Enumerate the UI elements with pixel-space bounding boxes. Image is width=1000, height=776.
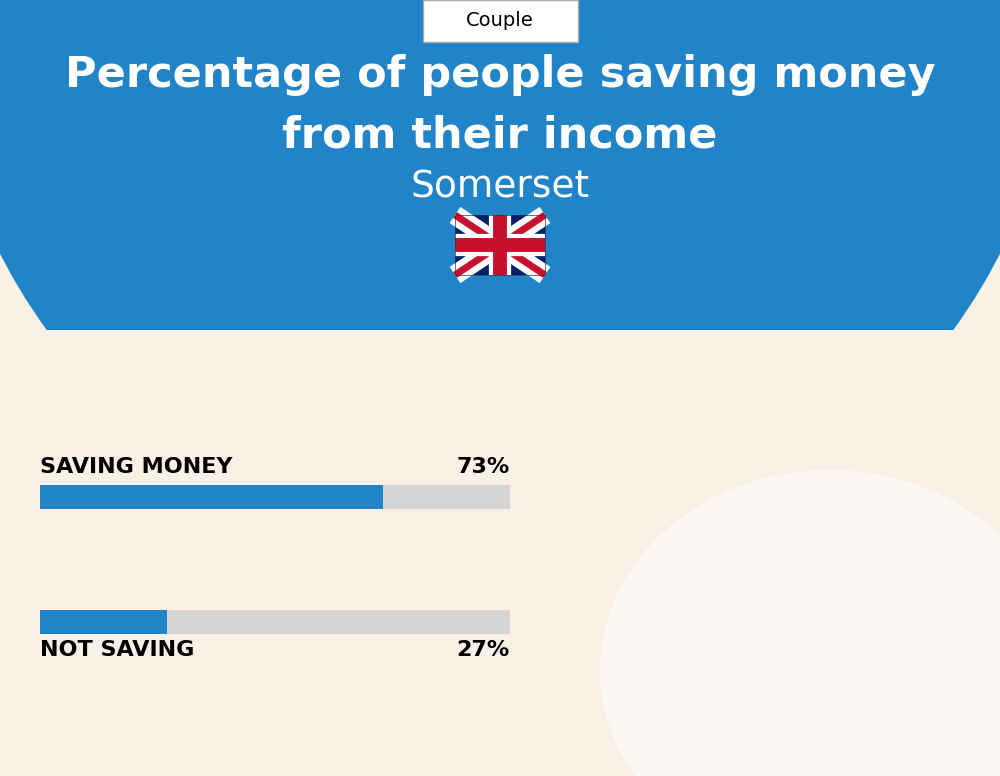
Text: 27%: 27% xyxy=(457,640,510,660)
Bar xyxy=(455,215,545,275)
FancyBboxPatch shape xyxy=(422,0,578,42)
Text: SAVING MONEY: SAVING MONEY xyxy=(40,457,232,477)
Text: from their income: from their income xyxy=(282,114,718,156)
Bar xyxy=(40,485,510,509)
Text: Couple: Couple xyxy=(466,12,534,30)
Text: Percentage of people saving money: Percentage of people saving money xyxy=(65,54,935,96)
Text: Somerset: Somerset xyxy=(410,169,590,205)
Bar xyxy=(0,330,1000,776)
Text: 73%: 73% xyxy=(457,457,510,477)
Circle shape xyxy=(0,0,1000,560)
Bar xyxy=(455,215,545,275)
Bar xyxy=(40,610,510,634)
Text: NOT SAVING: NOT SAVING xyxy=(40,640,194,660)
Bar xyxy=(40,610,167,634)
Ellipse shape xyxy=(600,470,1000,776)
Bar xyxy=(40,485,383,509)
